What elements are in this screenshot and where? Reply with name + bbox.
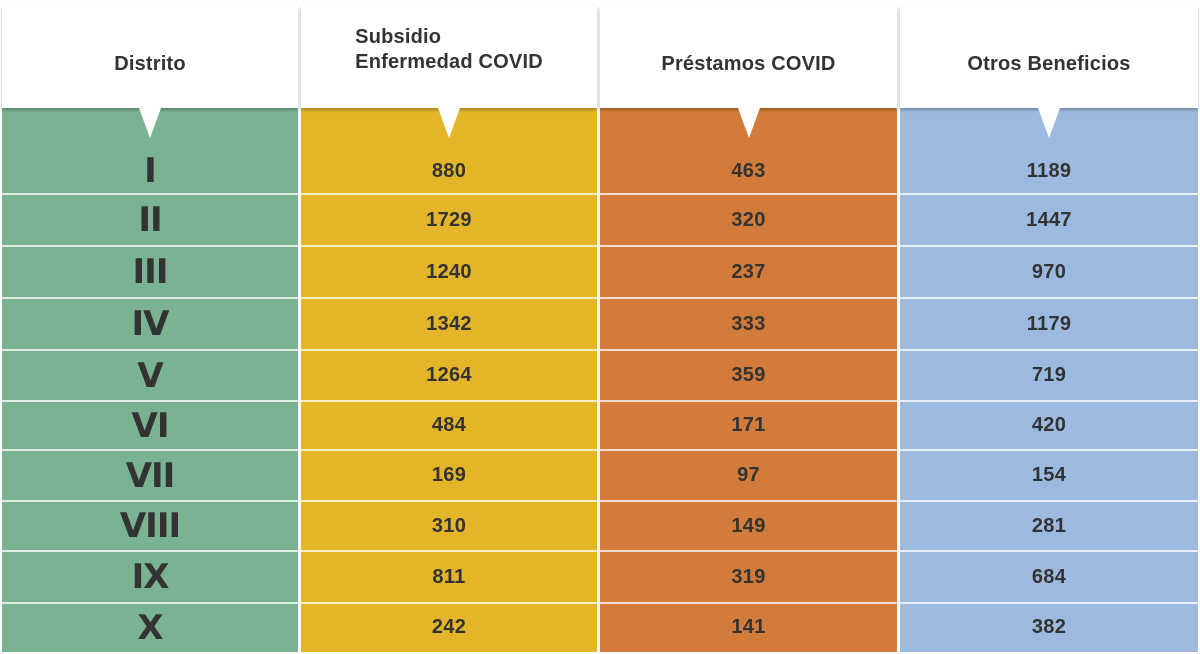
row-divider xyxy=(600,400,897,402)
otros-cell: 154 xyxy=(1031,464,1067,486)
distrito-cell: VIII xyxy=(119,506,181,546)
column-otros-body: 1189 1447 970 1179 719 420 154 281 684 382 xyxy=(900,108,1198,652)
prestamos-cell: 97 xyxy=(737,464,760,486)
row-divider xyxy=(301,550,597,552)
column-header-line: Préstamos COVID xyxy=(661,52,836,75)
row-divider xyxy=(301,602,597,604)
prestamos-cell: 359 xyxy=(731,364,766,386)
column-subsidio: 880 1729 1240 1342 1264 484 169 310 811 242 Subsi… xyxy=(301,0,597,654)
row-divider xyxy=(2,550,298,552)
row-divider xyxy=(301,349,597,351)
row-divider xyxy=(2,449,298,451)
subsidio-cell: 484 xyxy=(431,414,467,436)
row-divider xyxy=(2,602,298,604)
prestamos-cell: 237 xyxy=(731,260,766,283)
prestamos-cell: 463 xyxy=(731,159,766,182)
prestamos-cell: 141 xyxy=(731,616,766,638)
otros-cell: 1179 xyxy=(1026,312,1072,335)
column-header-line: Subsidio xyxy=(355,26,442,48)
row-divider xyxy=(600,193,897,195)
distrito-cell: VII xyxy=(125,455,176,496)
otros-cell: 719 xyxy=(1031,364,1067,386)
row-divider xyxy=(301,449,597,451)
distrito-cell: II xyxy=(138,200,162,240)
otros-cell: 1189 xyxy=(1026,159,1072,182)
distrito-cell: IX xyxy=(131,557,170,597)
row-divider xyxy=(900,245,1198,247)
column-header-prestamos: Préstamos COVID xyxy=(600,6,897,138)
column-distrito: I II III IV V VI VII VIII IX X Distrito xyxy=(2,0,298,654)
column-header-text: Distrito xyxy=(114,52,186,77)
subsidio-cell: 1729 xyxy=(426,208,472,231)
column-prestamos: 463 320 237 333 359 171 97 149 319 141 Préstamos … xyxy=(600,0,897,654)
row-divider xyxy=(301,297,597,299)
subsidio-cell: 1264 xyxy=(426,364,472,386)
column-header-text: Préstamos COVID xyxy=(661,52,835,77)
column-header-line: Distrito xyxy=(114,52,186,75)
prestamos-cell: 149 xyxy=(731,514,766,537)
column-header-line: Enfermedad COVID xyxy=(355,51,543,73)
row-divider xyxy=(2,193,298,195)
distrito-cell: IV xyxy=(131,304,170,344)
otros-cell: 281 xyxy=(1031,514,1067,537)
column-distrito-body: I II III IV V VI VII VIII IX X xyxy=(2,108,298,652)
row-divider xyxy=(2,500,298,502)
prestamos-cell: 320 xyxy=(731,208,766,231)
row-divider xyxy=(2,349,298,351)
otros-cell: 1447 xyxy=(1026,208,1072,231)
distrito-cell: VI xyxy=(131,405,170,446)
subsidio-cell: 1342 xyxy=(426,312,472,335)
prestamos-cell: 171 xyxy=(731,414,766,436)
row-divider xyxy=(900,297,1198,299)
otros-cell: 420 xyxy=(1031,414,1067,436)
row-divider xyxy=(301,400,597,402)
row-divider xyxy=(900,602,1198,604)
column-prestamos-body: 463 320 237 333 359 171 97 149 319 141 xyxy=(600,108,897,652)
column-header-distrito: Distrito xyxy=(2,6,298,138)
column-subsidio-body: 880 1729 1240 1342 1264 484 169 310 811 242 xyxy=(301,108,597,652)
distrito-cell: III xyxy=(132,252,169,292)
row-divider xyxy=(900,400,1198,402)
row-divider xyxy=(301,193,597,195)
row-divider xyxy=(600,245,897,247)
column-header-text: Otros Beneficios xyxy=(967,52,1130,77)
row-divider xyxy=(900,193,1198,195)
row-divider xyxy=(301,500,597,502)
prestamos-cell: 319 xyxy=(731,565,766,588)
row-divider xyxy=(600,297,897,299)
prestamos-cell: 333 xyxy=(731,312,766,335)
row-divider xyxy=(600,349,897,351)
row-divider xyxy=(600,449,897,451)
distrito-cell: V xyxy=(137,355,163,396)
row-divider xyxy=(2,297,298,299)
row-divider xyxy=(301,245,597,247)
column-header-otros: Otros Beneficios xyxy=(900,6,1198,138)
subsidio-cell: 1240 xyxy=(426,260,472,283)
distrito-cell: X xyxy=(137,607,163,648)
subsidio-cell: 310 xyxy=(431,514,467,537)
row-divider xyxy=(900,349,1198,351)
distrito-cell: I xyxy=(144,151,157,191)
row-divider xyxy=(2,245,298,247)
column-header-text: Subsidio Enfermedad COVID xyxy=(355,25,543,75)
row-divider xyxy=(900,550,1198,552)
column-header-subsidio: Subsidio Enfermedad COVID xyxy=(301,6,597,138)
column-header-line: Otros Beneficios xyxy=(967,52,1131,75)
subsidio-cell: 880 xyxy=(431,159,467,182)
otros-cell: 684 xyxy=(1031,565,1067,588)
row-divider xyxy=(900,449,1198,451)
column-otros: 1189 1447 970 1179 719 420 154 281 684 382 Otros … xyxy=(900,0,1198,654)
subsidio-cell: 242 xyxy=(431,616,467,638)
row-divider xyxy=(900,500,1198,502)
otros-cell: 382 xyxy=(1031,616,1067,638)
row-divider xyxy=(600,500,897,502)
row-divider xyxy=(600,550,897,552)
row-divider xyxy=(600,602,897,604)
subsidio-cell: 811 xyxy=(432,565,466,588)
row-divider xyxy=(2,400,298,402)
subsidio-cell: 169 xyxy=(431,464,467,486)
otros-cell: 970 xyxy=(1031,260,1067,283)
